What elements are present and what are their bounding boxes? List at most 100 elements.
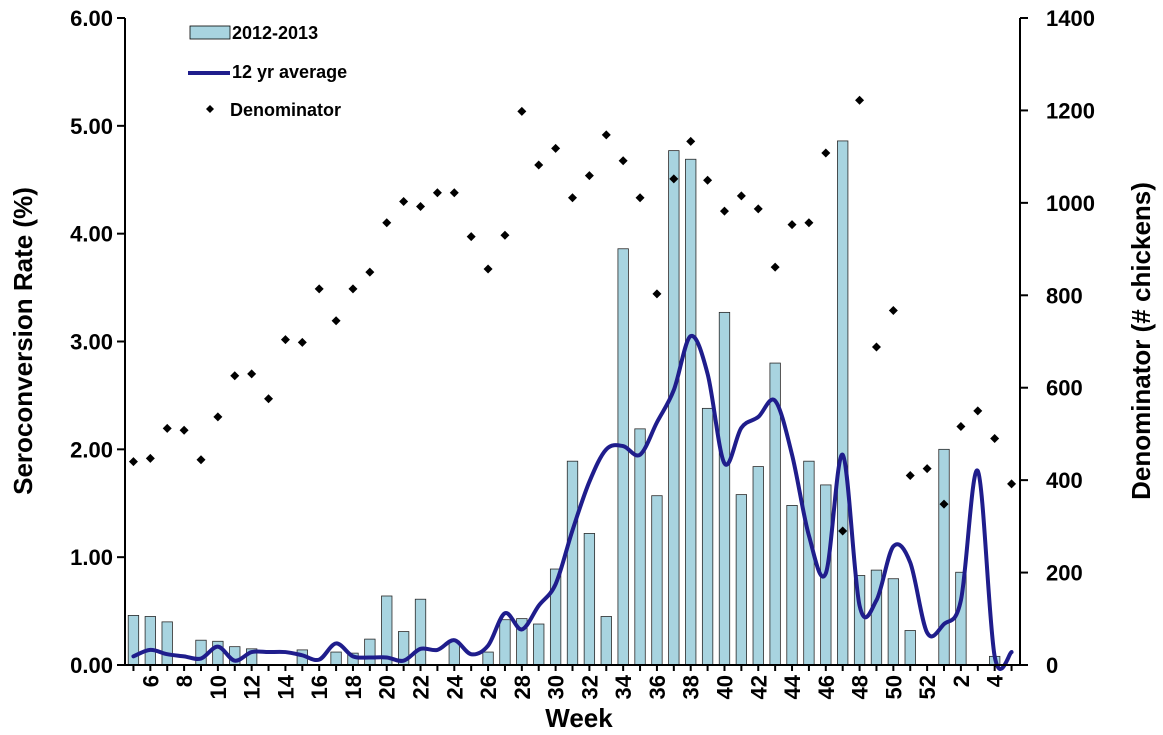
bar: [144, 616, 156, 666]
denominator-point: [314, 284, 324, 294]
denominator-point: [365, 267, 375, 277]
x-tick-label: 34: [611, 674, 636, 699]
denominator-point: [145, 453, 155, 463]
x-tick-label: 46: [814, 675, 839, 699]
bar: [195, 639, 207, 666]
y-tick-label: 2.00: [70, 437, 113, 462]
denominator-point: [956, 422, 966, 432]
denominator-point: [871, 342, 881, 352]
denominator-point: [551, 143, 561, 153]
denominator-point: [584, 171, 594, 181]
x-axis-title: Week: [545, 703, 613, 733]
denominator-point: [179, 425, 189, 435]
x-tick-label: 22: [409, 675, 434, 699]
y-ticks-left: 0.00 1.00 2.00 3.00 4.00 5.00 6.00: [70, 6, 125, 678]
denominator-point: [162, 423, 172, 433]
average-line: [131, 334, 1014, 671]
denominator-point: [804, 218, 814, 228]
bar: [718, 311, 731, 666]
x-tick-label: 50: [881, 675, 906, 699]
denominator-point: [382, 218, 392, 228]
denominator-point: [483, 264, 493, 274]
bar: [364, 638, 376, 666]
denominator-point: [973, 406, 983, 416]
denominator-point: [500, 230, 510, 240]
x-tick-label: 16: [307, 675, 332, 699]
bar: [617, 248, 629, 666]
x-ticks: 6 8 10 12 14 16 18 20 22 24 26 28 30 32 34 36 38 40 42 44 46…: [132, 665, 1013, 699]
bar: [161, 621, 173, 666]
denominator-point: [399, 196, 409, 206]
y-axis-right-title: Denominator (# chickens): [1126, 182, 1156, 500]
bar: [634, 428, 646, 666]
legend-label-bars: 2012-2013: [232, 23, 318, 43]
denominator-point: [213, 412, 223, 422]
x-tick-label: 32: [577, 675, 602, 699]
y-tick-right-label: 1000: [1046, 191, 1095, 216]
x-tick-label: 48: [848, 675, 873, 699]
legend: 2012-2013 12 yr average Denominator: [188, 23, 347, 120]
denominator-point: [331, 316, 341, 326]
denominator-point: [432, 188, 442, 198]
denominator-point: [990, 434, 1000, 444]
denominator-point: [517, 106, 527, 116]
bar: [668, 150, 680, 666]
x-tick-label: 12: [240, 675, 265, 699]
denominator-point: [787, 220, 797, 230]
x-tick-label: 8: [172, 675, 197, 687]
y-tick-right-label: 1400: [1046, 6, 1095, 31]
bar: [533, 623, 545, 666]
x-tick-label: 24: [442, 674, 467, 699]
denominator-point: [297, 337, 307, 347]
denominator-point: [128, 457, 138, 467]
denominator-point: [466, 232, 476, 242]
y-tick-right-label: 800: [1046, 283, 1083, 308]
x-tick-label: 20: [375, 675, 400, 699]
denominator-point: [905, 471, 915, 481]
denominator-point: [753, 204, 763, 214]
axes: 0.00 1.00 2.00 3.00 4.00 5.00 6.00 0 200 400 600 8…: [70, 6, 1095, 699]
y-tick-right-label: 600: [1046, 376, 1083, 401]
legend-label-points: Denominator: [230, 100, 341, 120]
bar: [752, 466, 764, 666]
x-tick-label: 18: [341, 675, 366, 699]
bar: [414, 598, 427, 666]
x-tick-label: 42: [746, 675, 771, 699]
x-tick-label: 14: [273, 674, 298, 699]
x-tick-label: 44: [780, 674, 805, 699]
x-tick-label: 2: [949, 675, 974, 687]
bar: [735, 494, 748, 666]
x-tick-label: 26: [476, 675, 501, 699]
bar: [600, 616, 612, 666]
y-tick-label: 5.00: [70, 114, 113, 139]
denominator-point: [568, 193, 577, 203]
denominator-point: [703, 175, 713, 185]
bar: [701, 407, 714, 666]
y-ticks-right: 0 200 400 600 800 1000 1200 1400: [1020, 6, 1095, 678]
denominator-point: [821, 148, 831, 158]
denominator-point: [719, 206, 729, 216]
denominator-point: [838, 526, 848, 536]
x-tick-label: 4: [983, 674, 1008, 687]
denominator-point: [888, 306, 898, 316]
y-tick-right-label: 1200: [1046, 98, 1095, 123]
denominator-point: [1007, 479, 1017, 489]
bar-series: [127, 140, 1001, 666]
legend-point-swatch: [206, 105, 214, 113]
y-tick-label: 3.00: [70, 330, 113, 355]
bar: [938, 448, 950, 666]
y-tick-right-label: 400: [1046, 468, 1083, 493]
y-tick-right-label: 0: [1046, 653, 1058, 678]
legend-label-line: 12 yr average: [232, 62, 347, 82]
bar: [837, 140, 849, 666]
x-tick-label: 6: [138, 675, 163, 687]
bar: [499, 619, 511, 666]
denominator-point: [736, 191, 746, 201]
denominator-point: [416, 202, 426, 212]
bar: [786, 505, 798, 666]
bar: [904, 630, 916, 666]
bar: [381, 595, 393, 666]
bar: [651, 495, 663, 666]
x-tick-label: 28: [510, 675, 535, 699]
